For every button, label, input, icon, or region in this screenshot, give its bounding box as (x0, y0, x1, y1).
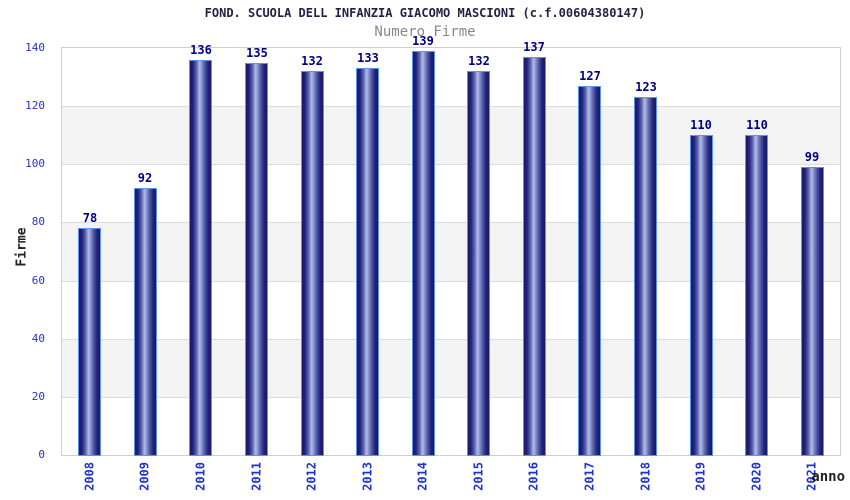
bar-value-label: 123 (635, 80, 657, 94)
x-tick-label: 2015 (471, 462, 486, 491)
bar (134, 188, 157, 456)
bar (523, 57, 546, 456)
y-tick-label: 40 (31, 332, 45, 345)
bar-value-label: 132 (301, 54, 323, 68)
x-tick-label: 2016 (526, 462, 541, 491)
plot-area (61, 47, 841, 456)
gridline (62, 280, 840, 282)
gridline (62, 338, 840, 340)
x-tick-label: 2013 (360, 462, 375, 491)
bar (801, 167, 824, 456)
bar (578, 86, 601, 456)
x-tick-label: 2009 (137, 462, 152, 491)
x-tick-label: 2014 (415, 462, 430, 491)
bar-value-label: 137 (523, 40, 545, 54)
x-tick-label: 2008 (82, 462, 97, 491)
gridline (62, 106, 840, 108)
bar (356, 68, 379, 456)
bar (467, 71, 490, 456)
y-tick-label: 60 (31, 274, 45, 287)
bar (78, 228, 101, 456)
bar (245, 63, 268, 456)
grid-band (62, 338, 840, 397)
x-tick-label: 2012 (304, 462, 319, 491)
chart-title: FOND. SCUOLA DELL INFANZIA GIACOMO MASCI… (204, 6, 646, 20)
y-tick-label: 80 (31, 215, 45, 228)
bar-value-label: 110 (746, 118, 768, 132)
bar (301, 71, 324, 456)
bar-value-label: 135 (246, 46, 268, 60)
x-tick-label: 2018 (638, 462, 653, 491)
y-tick-label: 20 (31, 390, 45, 403)
bar (745, 135, 768, 456)
bar (412, 51, 435, 456)
bar-value-label: 136 (190, 43, 212, 57)
bar-value-label: 133 (357, 51, 379, 65)
grid-band (62, 222, 840, 281)
y-tick-label: 140 (25, 41, 45, 54)
bar-value-label: 78 (82, 211, 98, 225)
y-axis-title: Firme (14, 227, 30, 267)
y-tick-label: 100 (25, 157, 45, 170)
bar-value-label: 99 (804, 150, 820, 164)
bar-value-label: 132 (468, 54, 490, 68)
bar (634, 97, 657, 456)
x-tick-label: 2019 (693, 462, 708, 491)
bar (690, 135, 713, 456)
x-tick-label: 2010 (193, 462, 208, 491)
bar (189, 60, 212, 456)
bar-value-label: 139 (412, 34, 434, 48)
gridline (62, 222, 840, 224)
x-axis-title: anno (811, 469, 845, 485)
x-tick-label: 2020 (749, 462, 764, 491)
x-tick-label: 2017 (582, 462, 597, 491)
bar-value-label: 110 (690, 118, 712, 132)
chart-subtitle: Numero Firme (374, 24, 476, 40)
bar-value-label: 127 (579, 69, 601, 83)
gridline (62, 164, 840, 166)
x-tick-label: 2011 (249, 462, 264, 491)
y-tick-label: 0 (38, 448, 45, 461)
gridline (62, 396, 840, 398)
grid-band (62, 106, 840, 165)
y-tick-label: 120 (25, 99, 45, 112)
bar-value-label: 92 (137, 171, 153, 185)
